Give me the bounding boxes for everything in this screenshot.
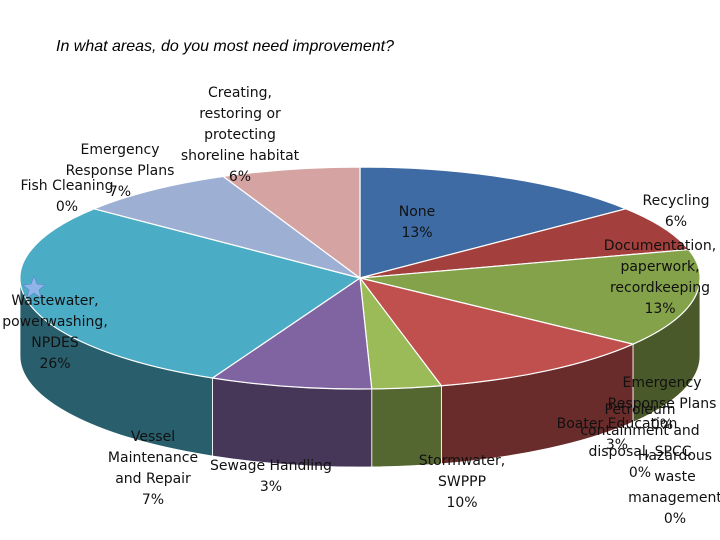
slice-label-fish: Fish Cleaning 0% bbox=[21, 178, 114, 215]
slice-labels: Creating, restoring or protecting shoreline… bbox=[2, 85, 720, 527]
pie-side-walls bbox=[19, 277, 701, 468]
pie-slice-emergency-response-plans-12 bbox=[92, 175, 361, 279]
slice-label-vessel: Vessel Maintenance and Repair 7% bbox=[108, 429, 198, 508]
slice-label-stormwater: Stormwater, SWPPP 10% bbox=[419, 453, 505, 511]
pie-top-slices bbox=[19, 166, 701, 390]
pie-slice-vessel-maintenance-and-repair-9 bbox=[210, 276, 373, 390]
slice-label-hazardous: Hazardous waste management 0% bbox=[628, 448, 720, 527]
slice-label-creating: Creating, restoring or protecting shoreline… bbox=[181, 85, 300, 185]
pie-slice-recycling-1 bbox=[359, 208, 690, 279]
pie-side-vessel-maintenance-and-repair bbox=[212, 377, 373, 468]
slice-label-none: None 13% bbox=[399, 204, 436, 241]
slice-label-boater: Boater Education 3% bbox=[557, 416, 678, 453]
pie-slice-creating-restoring-or-protecting-shoreline-habitat-13 bbox=[221, 166, 361, 280]
pie-slice-none-0 bbox=[359, 166, 628, 279]
pie-slice-documentation-paperwork-recordkeeping-2 bbox=[359, 248, 701, 345]
slice-label-documentation: Documentation, paperwork, recordkeeping 13% bbox=[604, 238, 716, 317]
slice-label-emergency-right: Emergency Response Plans 0% bbox=[608, 375, 717, 433]
pie-slice-stormwater-swppp-7 bbox=[358, 277, 635, 387]
slice-label-emergency-left: Emergency Response Plans 7% bbox=[66, 142, 175, 200]
slice-label-petroleum: Petroleum containment and disposal, SPCC 0% bbox=[580, 402, 699, 481]
slice-label-recycling: Recycling 6% bbox=[643, 193, 710, 230]
star-marker bbox=[22, 275, 46, 299]
chart-question-title: In what areas, do you most need improvem… bbox=[56, 38, 394, 55]
slice-label-wastewater: Wastewater, powerwashing, NPDES 26% bbox=[2, 293, 108, 372]
pie-slice-wastewater-powerwashing-npdes-10 bbox=[19, 208, 362, 379]
slice-label-sewage: Sewage Handling 3% bbox=[210, 458, 332, 495]
